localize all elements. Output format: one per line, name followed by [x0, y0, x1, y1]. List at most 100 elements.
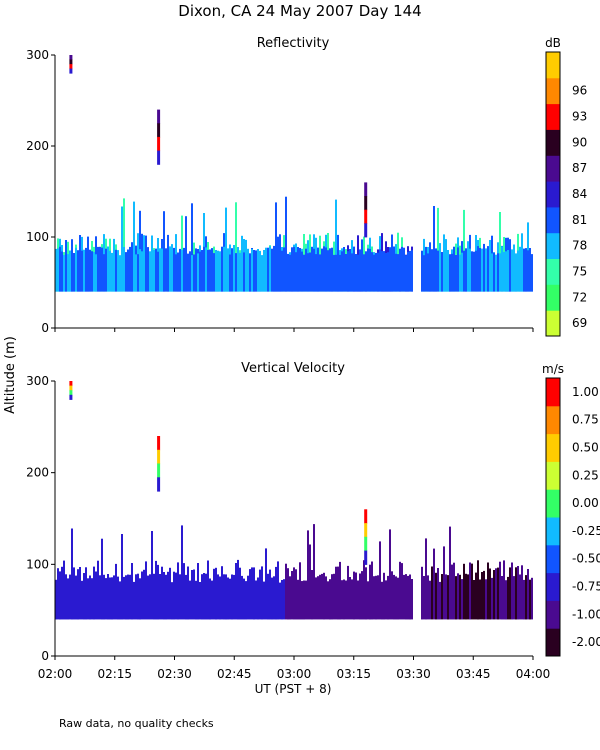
echo-column-lower — [289, 576, 291, 620]
echo-column-lower — [373, 576, 375, 620]
velocity-panel: 0 100 200 300 02:00 02:15 02:30 02:45 03:00 03:15… — [26, 362, 600, 681]
echo-column-lower — [231, 574, 233, 620]
colorbar-tick-label: -2.00 — [572, 635, 600, 649]
echo-column-lower — [215, 580, 217, 620]
echo-column-lower — [525, 254, 527, 292]
echo-column-lower — [515, 577, 517, 620]
echo-column-lower — [475, 580, 477, 620]
colorbar-segment — [546, 461, 560, 490]
echo-column-lower — [531, 577, 533, 620]
echo-column-lower — [229, 254, 231, 292]
echo-column-lower — [521, 251, 523, 292]
echo-column-lower — [459, 254, 461, 292]
echo-column-lower — [163, 252, 165, 292]
echo-column-lower — [285, 253, 287, 292]
echo-column-lower — [377, 577, 379, 620]
echo-column-lower — [329, 248, 331, 292]
echo-column-lower — [127, 574, 129, 620]
echo-column-lower — [443, 252, 445, 292]
echo-column-lower — [365, 251, 367, 292]
isolated-echo — [157, 449, 161, 465]
echo-column-lower — [377, 252, 379, 292]
echo-column-lower — [429, 253, 431, 292]
echo-column-lower — [375, 581, 377, 620]
echo-column-lower — [489, 249, 491, 292]
reflectivity-panel: 0 100 200 300 dB 69 72 75 78 81 84 87 90 93 96 — [26, 36, 587, 337]
echo-column-lower — [67, 254, 69, 292]
echo-column-lower — [337, 254, 339, 292]
echo-column-lower — [355, 254, 357, 292]
colorbar: dB 69 72 75 78 81 84 87 90 93 96 — [545, 36, 587, 337]
echo-column-lower — [479, 579, 481, 620]
x-tick-label: 04:00 — [516, 667, 551, 681]
echo-column-lower — [177, 582, 179, 620]
echo-column-lower — [341, 580, 343, 620]
echo-column-lower — [463, 250, 465, 292]
echo-column-lower — [285, 582, 287, 620]
echo-column-lower — [361, 578, 363, 620]
echo-column-lower — [133, 246, 135, 292]
echo-column-lower — [489, 577, 491, 620]
echo-column-lower — [335, 254, 337, 292]
echo-column-lower — [301, 251, 303, 292]
echo-column-lower — [63, 255, 65, 292]
echo-column-lower — [315, 577, 317, 620]
echo-column-lower — [531, 254, 533, 292]
echo-column-lower — [57, 575, 59, 620]
echo-column-lower — [493, 577, 495, 620]
echo-column-lower — [155, 575, 157, 620]
echo-column-lower — [109, 250, 111, 292]
echo-column — [121, 206, 123, 292]
echo-column-lower — [421, 575, 423, 620]
colorbar-tick-label: 0.00 — [572, 496, 599, 510]
echo-column-lower — [331, 247, 333, 292]
echo-column-lower — [203, 578, 205, 620]
echo-column-lower — [125, 578, 127, 620]
echo-column-lower — [265, 579, 267, 620]
echo-column-lower — [59, 576, 61, 620]
echo-column — [275, 202, 277, 292]
echo-column-lower — [107, 574, 109, 620]
echo-column-lower — [401, 581, 403, 620]
echo-column-lower — [191, 581, 193, 620]
echo-column-lower — [385, 580, 387, 620]
echo-column-lower — [351, 253, 353, 292]
echo-column-lower — [211, 248, 213, 292]
y-axis-label: Altitude (m) — [3, 336, 18, 414]
x-tick-label: 02:30 — [157, 667, 192, 681]
echo-column-lower — [355, 581, 357, 620]
echo-column-lower — [309, 577, 311, 620]
echo-column-lower — [479, 248, 481, 292]
echo-column-lower — [177, 252, 179, 292]
x-tick-label: 03:45 — [456, 667, 491, 681]
echo-column-lower — [503, 251, 505, 292]
echo-column-lower — [427, 253, 429, 292]
echo-column-lower — [369, 574, 371, 620]
echo-column-lower — [457, 247, 459, 292]
echo-column-lower — [475, 250, 477, 292]
echo-column-lower — [159, 249, 161, 292]
echo-column-lower — [163, 575, 165, 620]
echo-column-lower — [323, 579, 325, 620]
colorbar-tick-label: -0.25 — [572, 524, 600, 538]
echo-column-lower — [219, 578, 221, 620]
colorbar-tick-label: -0.50 — [572, 552, 600, 566]
echo-column-lower — [201, 574, 203, 620]
echo-column-lower — [95, 578, 97, 620]
echo-column-lower — [457, 578, 459, 620]
y-tick-label: 200 — [26, 466, 49, 480]
echo-column-lower — [253, 578, 255, 620]
echo-column-lower — [473, 580, 475, 620]
colorbar-tick-label: 81 — [572, 213, 587, 227]
echo-column-lower — [139, 249, 141, 292]
echo-column-lower — [439, 581, 441, 620]
isolated-echo — [364, 550, 368, 565]
echo-column-lower — [293, 581, 295, 620]
echo-column-lower — [407, 251, 409, 292]
echo-column-lower — [161, 580, 163, 620]
colorbar-segment — [546, 129, 560, 156]
echo-column-lower — [67, 581, 69, 620]
echo-column-lower — [151, 249, 153, 292]
colorbar-tick-label: 0.75 — [572, 413, 599, 427]
echo-column-lower — [147, 247, 149, 292]
